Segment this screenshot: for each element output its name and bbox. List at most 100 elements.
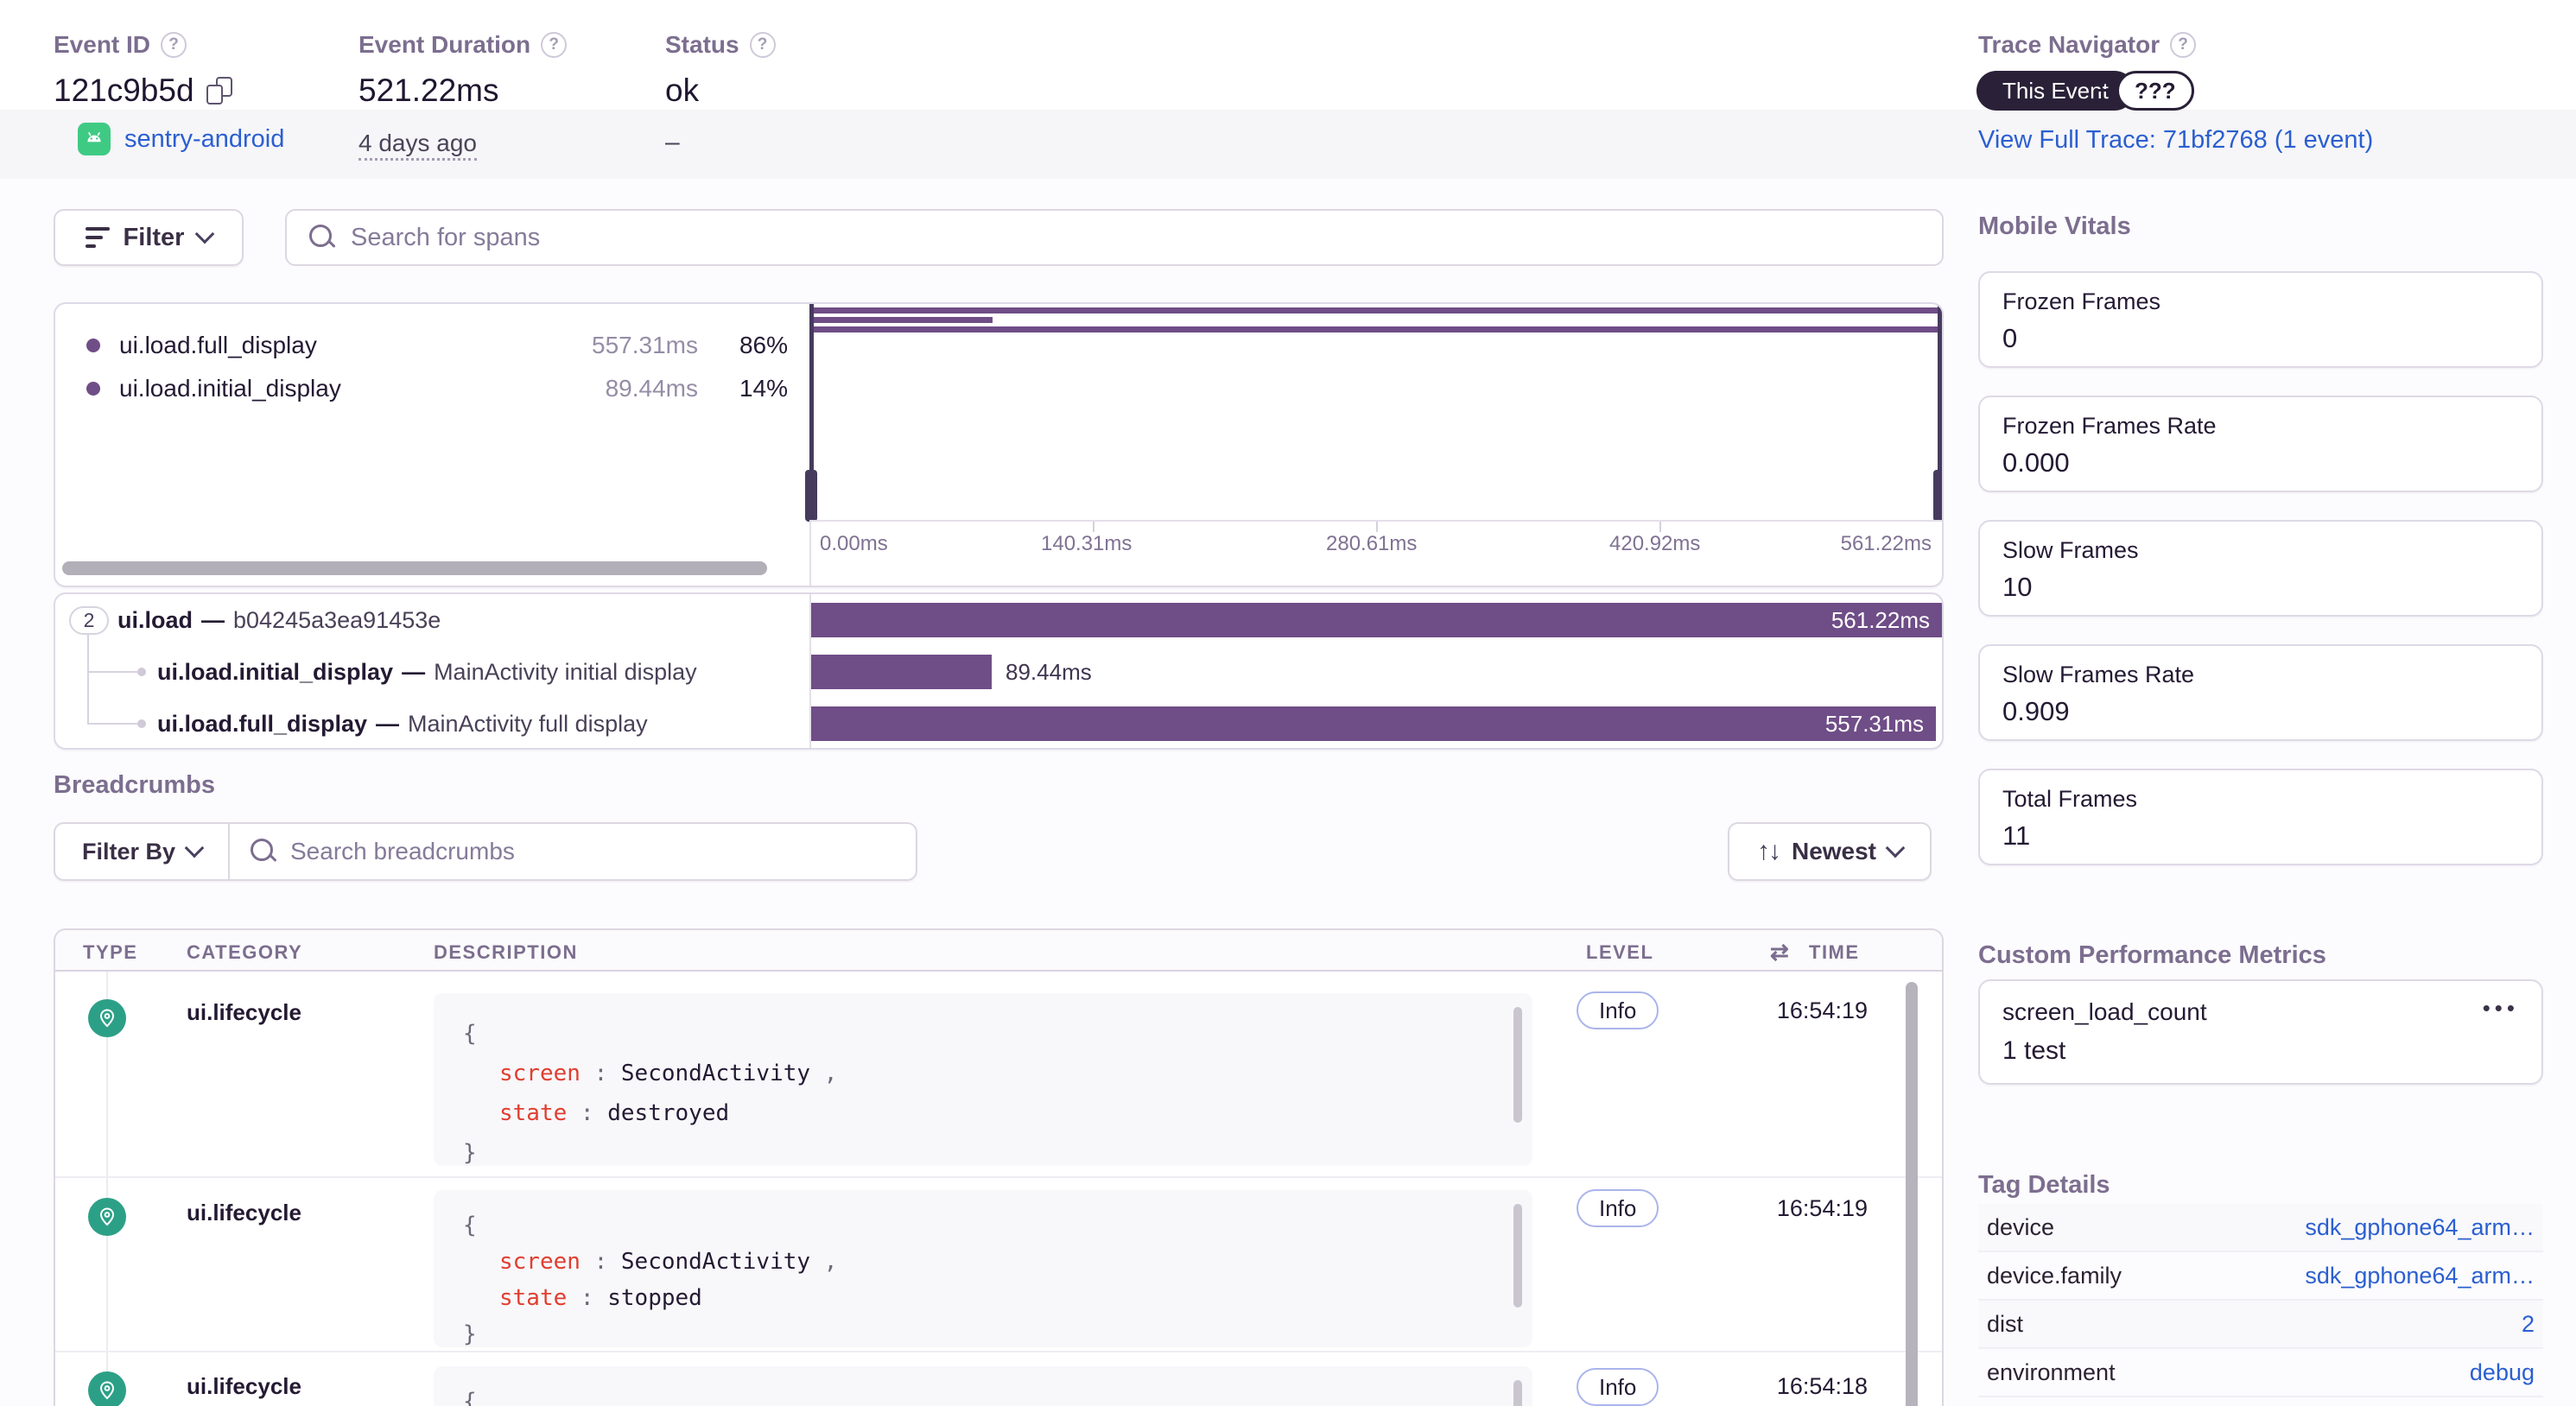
header-sub-band (0, 110, 2576, 179)
code-scrollbar-thumb[interactable] (1513, 1204, 1522, 1308)
tag-value-link[interactable]: sdk_gphone64_arm… (2305, 1213, 2535, 1240)
table-scrollbar-thumb[interactable] (1906, 982, 1918, 1406)
unknown-trace-pill[interactable]: ??? (2116, 71, 2194, 111)
chevron-down-icon (184, 838, 205, 858)
breadcrumbs-sort-button[interactable]: ↑↓ Newest (1728, 822, 1932, 881)
tree-connector (87, 635, 89, 724)
breadcrumb-code-block: { (434, 1366, 1532, 1406)
event-duration-value: 521.22ms (358, 73, 499, 108)
ellipsis-menu-icon[interactable]: ••• (2482, 995, 2519, 1021)
minimap-left-boundary[interactable] (809, 304, 814, 520)
span-tree-row-label[interactable]: ui.load.initial_display — MainActivity ini… (157, 658, 697, 685)
tag-row: dist 2 (1978, 1301, 2543, 1349)
column-header-time[interactable]: TIME (1809, 941, 1860, 963)
breadcrumb-code-block: { screen : SecondActivity , state : stop… (434, 1190, 1532, 1347)
axis-label: 280.61ms (1326, 532, 1418, 555)
question-icon[interactable]: ? (161, 32, 187, 58)
chevron-down-icon (195, 224, 215, 244)
event-id-value: 121c9b5d (54, 73, 232, 109)
vital-card: Slow Frames Rate 0.909 (1978, 644, 2543, 741)
code-scrollbar-thumb[interactable] (1513, 1380, 1522, 1406)
trace-connector-line (2097, 89, 2116, 92)
column-header-level: LEVEL (1586, 941, 1654, 963)
sort-arrows-icon[interactable]: ⇄ (1770, 939, 1789, 965)
breadcrumbs-search-input[interactable] (290, 838, 895, 865)
breadcrumbs-search-box[interactable] (230, 824, 916, 879)
span-duration-bar[interactable]: 561.22ms (811, 603, 1942, 637)
minimap-left-drag-handle[interactable] (805, 470, 817, 522)
minimap-span-bar[interactable] (811, 307, 1942, 314)
question-icon[interactable]: ? (749, 32, 776, 58)
view-full-trace-link[interactable]: View Full Trace: 71bf2768 (1 event) (1978, 126, 2374, 154)
tag-row: device.family sdk_gphone64_arm… (1978, 1252, 2543, 1301)
status-sub-value: – (665, 128, 680, 156)
tag-value-link[interactable]: debug (2469, 1358, 2535, 1385)
breadcrumbs-filter-by-dropdown[interactable]: Filter By (55, 824, 230, 879)
breadcrumbs-table-header: TYPE CATEGORY DESCRIPTION LEVEL ⇄ TIME (55, 930, 1942, 972)
vital-card: Slow Frames 10 (1978, 520, 2543, 617)
legend-dot-icon (86, 339, 100, 352)
span-overview-card: ui.load.full_display 557.31ms 86% ui.loa… (54, 302, 1944, 587)
span-group-badge[interactable]: 2 (69, 606, 109, 635)
copy-icon[interactable] (206, 77, 232, 104)
horizontal-scrollbar-thumb[interactable] (62, 561, 767, 575)
chevron-down-icon (1885, 838, 1906, 858)
panel-divider (809, 594, 811, 748)
location-pin-icon (88, 999, 126, 1037)
column-header-category: CATEGORY (187, 941, 303, 963)
sort-updown-icon: ↑↓ (1756, 837, 1781, 865)
breadcrumb-time: 16:54:19 (1776, 1195, 1868, 1221)
mobile-vitals-title: Mobile Vitals (1978, 212, 2131, 240)
legend-row: ui.load.initial_display 89.44ms 14% (86, 371, 788, 406)
search-icon (251, 839, 276, 864)
legend-row: ui.load.full_display 557.31ms 86% (86, 328, 788, 363)
tag-details-title: Tag Details (1978, 1171, 2110, 1199)
event-id-label: Event ID ? (54, 31, 187, 59)
time-axis: 0.00ms 140.31ms 280.61ms 420.92ms 561.22… (809, 520, 1942, 560)
breadcrumb-code-block: { screen : SecondActivity , state : dest… (434, 993, 1532, 1166)
level-badge: Info (1577, 1189, 1659, 1227)
breadcrumbs-table: TYPE CATEGORY DESCRIPTION LEVEL ⇄ TIME u… (54, 928, 1944, 1406)
question-icon[interactable]: ? (2170, 32, 2197, 58)
span-tree-row-label[interactable]: ui.load.full_display — MainActivity full d… (157, 710, 648, 737)
span-search-box[interactable] (285, 209, 1944, 266)
custom-metrics-title: Custom Performance Metrics (1978, 941, 2326, 969)
breadcrumb-time: 16:54:19 (1776, 998, 1868, 1023)
location-pin-icon (88, 1198, 126, 1236)
breadcrumb-time: 16:54:18 (1776, 1373, 1868, 1399)
tag-value-link[interactable]: 2 (2521, 1310, 2535, 1337)
span-duration-bar[interactable] (811, 655, 992, 689)
breadcrumb-timeline (106, 972, 108, 1406)
tree-connector (87, 671, 137, 673)
event-age[interactable]: 4 days ago (358, 130, 477, 161)
vital-card: Frozen Frames Rate 0.000 (1978, 396, 2543, 492)
axis-label: 140.31ms (1041, 532, 1133, 555)
event-duration-label: Event Duration ? (358, 31, 568, 59)
minimap-span-bar[interactable] (811, 326, 1938, 332)
axis-label: 420.92ms (1609, 532, 1701, 555)
code-scrollbar-thumb[interactable] (1513, 1007, 1522, 1123)
axis-label: 0.00ms (820, 532, 888, 555)
span-tree-row-label[interactable]: ui.load — b04245a3ea91453e (117, 606, 441, 633)
question-icon[interactable]: ? (541, 32, 568, 58)
android-platform-icon (78, 123, 111, 155)
trace-navigator-label: Trace Navigator ? (1978, 31, 2197, 59)
minimap-span-bar[interactable] (811, 317, 993, 323)
project-row: sentry-android (78, 123, 284, 155)
span-duration-bar[interactable]: 557.31ms (811, 706, 1936, 741)
level-badge: Info (1577, 991, 1659, 1029)
search-icon (309, 225, 335, 250)
span-filter-button[interactable]: Filter (54, 209, 244, 266)
span-duration-label: 89.44ms (1006, 658, 1092, 685)
tag-value-link[interactable]: sdk_gphone64_arm… (2305, 1262, 2535, 1289)
tag-row: environment debug (1978, 1349, 2543, 1397)
tree-connector-dot (137, 719, 146, 728)
minimap-right-drag-handle[interactable] (1933, 470, 1942, 522)
project-link[interactable]: sentry-android (124, 124, 285, 153)
custom-metric-card: screen_load_count ••• 1 test (1978, 979, 2543, 1085)
minimap-right-boundary[interactable] (1938, 304, 1942, 520)
location-pin-icon (88, 1371, 126, 1406)
breadcrumbs-title: Breadcrumbs (54, 771, 215, 799)
span-search-input[interactable] (351, 223, 1919, 252)
column-header-type: TYPE (83, 941, 138, 963)
